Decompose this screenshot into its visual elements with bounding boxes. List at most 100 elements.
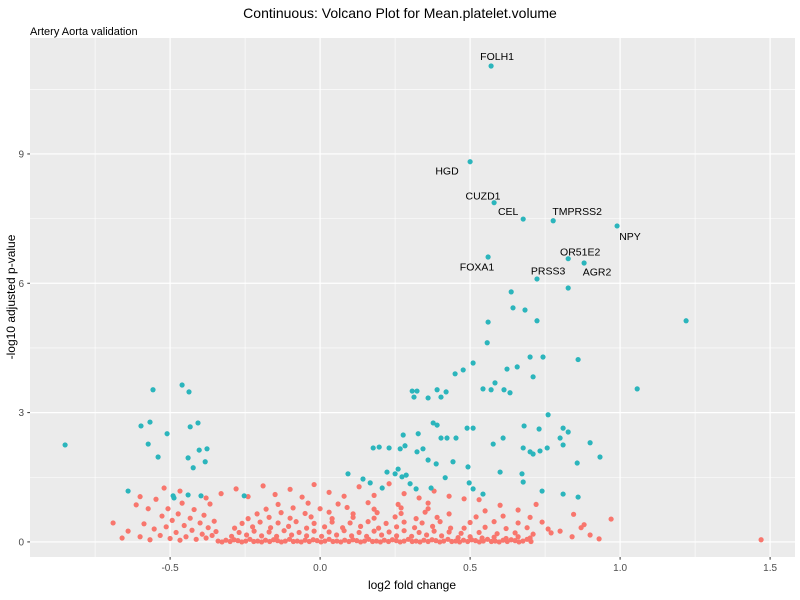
- scatter-point-significant: [190, 465, 196, 471]
- y-axis-title: -log10 adjusted p-value: [4, 234, 18, 359]
- gene-label-agr2: AGR2: [583, 267, 612, 279]
- scatter-point-nonsignificant: [350, 511, 356, 517]
- scatter-point-nonsignificant: [330, 538, 336, 545]
- scatter-point-nonsignificant: [338, 539, 344, 545]
- scatter-point-nonsignificant: [437, 539, 443, 545]
- scatter-point-nonsignificant: [281, 528, 287, 534]
- scatter-point-nonsignificant: [293, 519, 299, 525]
- scatter-point-significant: [560, 425, 566, 431]
- scatter-point-nonsignificant: [488, 538, 494, 545]
- scatter-point-significant: [409, 388, 415, 394]
- scatter-point-nonsignificant: [344, 504, 350, 511]
- scatter-point-nonsignificant: [255, 538, 261, 544]
- scatter-point-significant: [508, 289, 514, 295]
- scatter-point-significant: [415, 431, 421, 437]
- scatter-point-nonsignificant: [278, 539, 284, 545]
- scatter-point-significant: [521, 423, 527, 429]
- scatter-point-nonsignificant: [334, 538, 340, 544]
- scatter-point-gene-folh1: [488, 63, 494, 69]
- scatter-point-nonsignificant: [169, 517, 175, 523]
- scatter-point-gene-foxa1: [485, 254, 491, 260]
- scatter-point-nonsignificant: [219, 539, 225, 545]
- scatter-point-significant: [470, 425, 476, 431]
- scatter-point-nonsignificant: [446, 511, 452, 517]
- scatter-point-significant: [522, 307, 528, 313]
- gene-label-npy: NPY: [619, 231, 641, 243]
- scatter-point-significant: [204, 446, 210, 452]
- scatter-point-nonsignificant: [413, 516, 419, 522]
- scatter-point-nonsignificant: [608, 516, 614, 522]
- scatter-point-significant: [345, 471, 351, 477]
- scatter-point-significant: [520, 479, 526, 485]
- scatter-point-nonsignificant: [377, 539, 383, 545]
- y-tick-label: 9: [18, 149, 24, 160]
- scatter-point-significant: [565, 429, 571, 435]
- axis-tick-labels: -0.5 0.0 0.5 1.0 1.5 0 3 6 9: [18, 149, 777, 574]
- scatter-point-nonsignificant: [286, 523, 292, 529]
- scatter-point-significant: [179, 382, 185, 388]
- scatter-point-significant: [450, 459, 456, 465]
- scatter-point-nonsignificant: [401, 519, 407, 525]
- scatter-point-nonsignificant: [294, 538, 300, 544]
- scatter-point-nonsignificant: [430, 523, 436, 529]
- scatter-point-significant: [465, 464, 471, 470]
- scatter-point-nonsignificant: [334, 532, 340, 538]
- scatter-point-significant: [453, 435, 459, 441]
- scatter-point-nonsignificant: [211, 518, 217, 524]
- scatter-point-significant: [434, 387, 440, 393]
- scatter-point-nonsignificant: [349, 533, 355, 539]
- scatter-point-significant: [370, 445, 376, 451]
- scatter-point-nonsignificant: [491, 519, 497, 525]
- scatter-point-nonsignificant: [287, 515, 293, 521]
- scatter-point-significant: [539, 488, 545, 494]
- scatter-point-nonsignificant: [520, 538, 526, 544]
- scatter-point-significant: [575, 356, 581, 363]
- scatter-point-significant: [537, 448, 543, 454]
- scatter-point-nonsignificant: [260, 483, 266, 489]
- scatter-point-nonsignificant: [398, 505, 404, 511]
- scatter-point-nonsignificant: [193, 536, 199, 542]
- scatter-point-nonsignificant: [516, 539, 522, 545]
- scatter-point-nonsignificant: [317, 506, 323, 512]
- scatter-point-nonsignificant: [515, 534, 521, 540]
- scatter-point-nonsignificant: [197, 520, 203, 526]
- minor-gridlines: [30, 38, 795, 557]
- y-tick-label: 6: [18, 279, 24, 290]
- scatter-point-significant: [414, 388, 420, 394]
- scatter-point-nonsignificant: [373, 538, 380, 544]
- scatter-point-nonsignificant: [298, 539, 304, 545]
- scatter-point-gene-cuzd1: [491, 200, 497, 206]
- scatter-point-significant: [470, 486, 476, 492]
- scatter-point-significant: [460, 367, 466, 373]
- scatter-point-nonsignificant: [446, 493, 452, 499]
- scatter-point-nonsignificant: [361, 538, 368, 544]
- gene-label-cel: CEL: [498, 206, 519, 218]
- scatter-point-nonsignificant: [245, 516, 251, 522]
- scatter-point-significant: [425, 457, 431, 463]
- scatter-point-nonsignificant: [137, 494, 143, 500]
- scatter-point-significant: [433, 461, 439, 467]
- scatter-point-nonsignificant: [437, 519, 443, 525]
- scatter-point-nonsignificant: [421, 537, 427, 543]
- scatter-point-nonsignificant: [232, 525, 238, 531]
- gene-label-foxa1: FOXA1: [460, 261, 495, 273]
- scatter-point-nonsignificant: [356, 484, 362, 490]
- scatter-point-significant: [634, 386, 640, 392]
- x-tick-label: -0.5: [161, 563, 179, 574]
- scatter-point-significant: [386, 445, 392, 451]
- scatter-point-nonsignificant: [445, 536, 451, 542]
- scatter-point-nonsignificant: [500, 513, 506, 519]
- gene-label-cuzd1: CUZD1: [465, 190, 500, 202]
- scatter-point-nonsignificant: [304, 525, 310, 531]
- scatter-point-significant: [530, 374, 536, 380]
- scatter-point-significant: [430, 420, 436, 426]
- scatter-point-significant: [527, 354, 533, 360]
- scatter-point-nonsignificant: [251, 528, 257, 534]
- scatter-point-nonsignificant: [322, 538, 328, 544]
- scatter-points: [62, 63, 764, 545]
- scatter-point-nonsignificant: [305, 500, 311, 506]
- scatter-point-nonsignificant: [218, 491, 224, 497]
- scatter-point-nonsignificant: [422, 509, 428, 515]
